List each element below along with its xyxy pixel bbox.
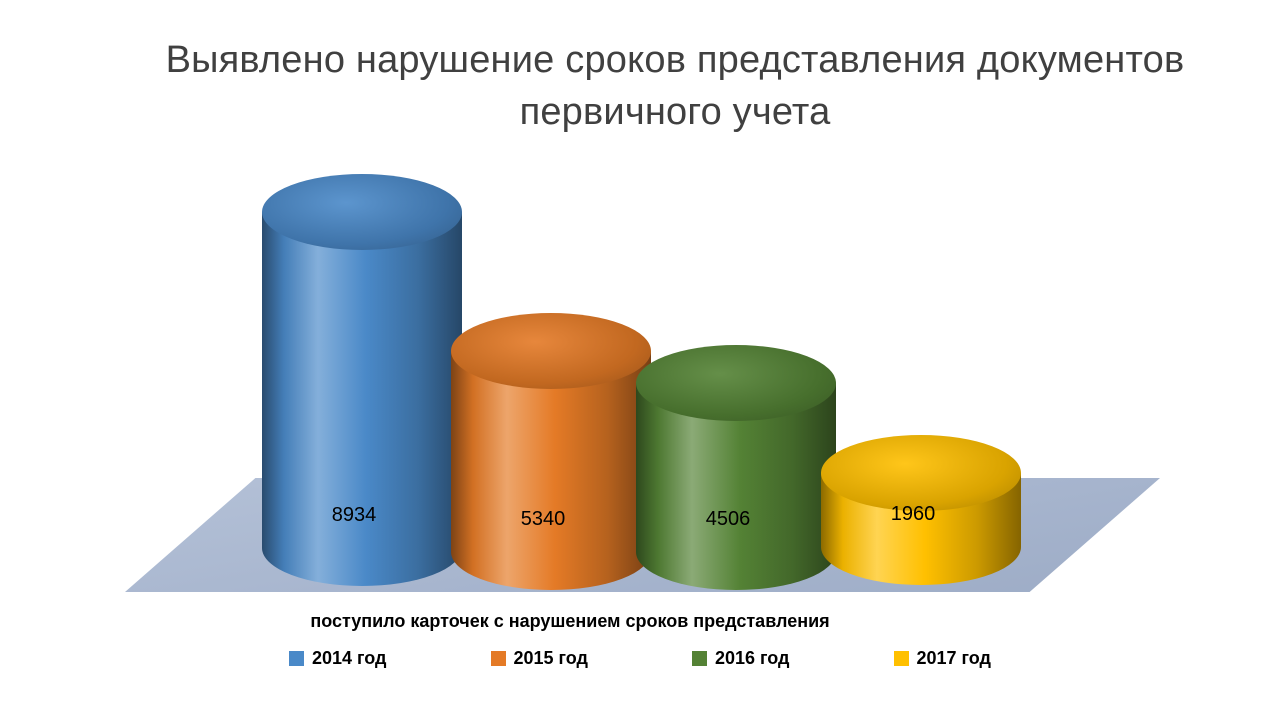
legend-label-0: 2014 год <box>312 648 387 668</box>
cylinder-top-0 <box>262 174 462 250</box>
legend: 2014 год 2015 год 2016 год 2017 год <box>0 648 1280 669</box>
legend-item-0: 2014 год <box>289 648 387 669</box>
cylinder-top-2 <box>636 345 836 421</box>
legend-swatch-1 <box>490 651 506 666</box>
cylinder-top-1 <box>451 313 651 389</box>
legend-swatch-0 <box>289 651 304 666</box>
legend-label-1: 2015 год <box>513 648 589 668</box>
legend-label-3: 2017 год <box>916 648 992 668</box>
chart-title: Выявлено нарушение сроков представления … <box>165 39 1185 134</box>
cylinder-body-0 <box>262 212 462 586</box>
bar-cylinder-1 <box>451 313 651 590</box>
value-label-2: 4506 <box>705 508 751 530</box>
legend-swatch-2 <box>692 651 707 666</box>
legend-swatch-3 <box>893 651 909 666</box>
bar-cylinder-3 <box>821 435 1021 585</box>
cylinder-top-3 <box>821 435 1021 511</box>
x-axis-label: поступило карточек с нарушением сроков п… <box>310 611 830 631</box>
value-label-1: 5340 <box>520 508 566 530</box>
legend-item-2: 2016 год <box>692 648 790 669</box>
value-label-0: 8934 <box>331 504 377 526</box>
legend-item-3: 2017 год <box>893 648 992 669</box>
bar-cylinder-0 <box>262 174 462 586</box>
legend-item-1: 2015 год <box>490 648 589 669</box>
cylinder-body-1 <box>451 351 651 590</box>
bar-cylinder-2 <box>636 345 836 590</box>
value-label-3: 1960 <box>890 503 936 525</box>
legend-label-2: 2016 год <box>715 648 790 668</box>
